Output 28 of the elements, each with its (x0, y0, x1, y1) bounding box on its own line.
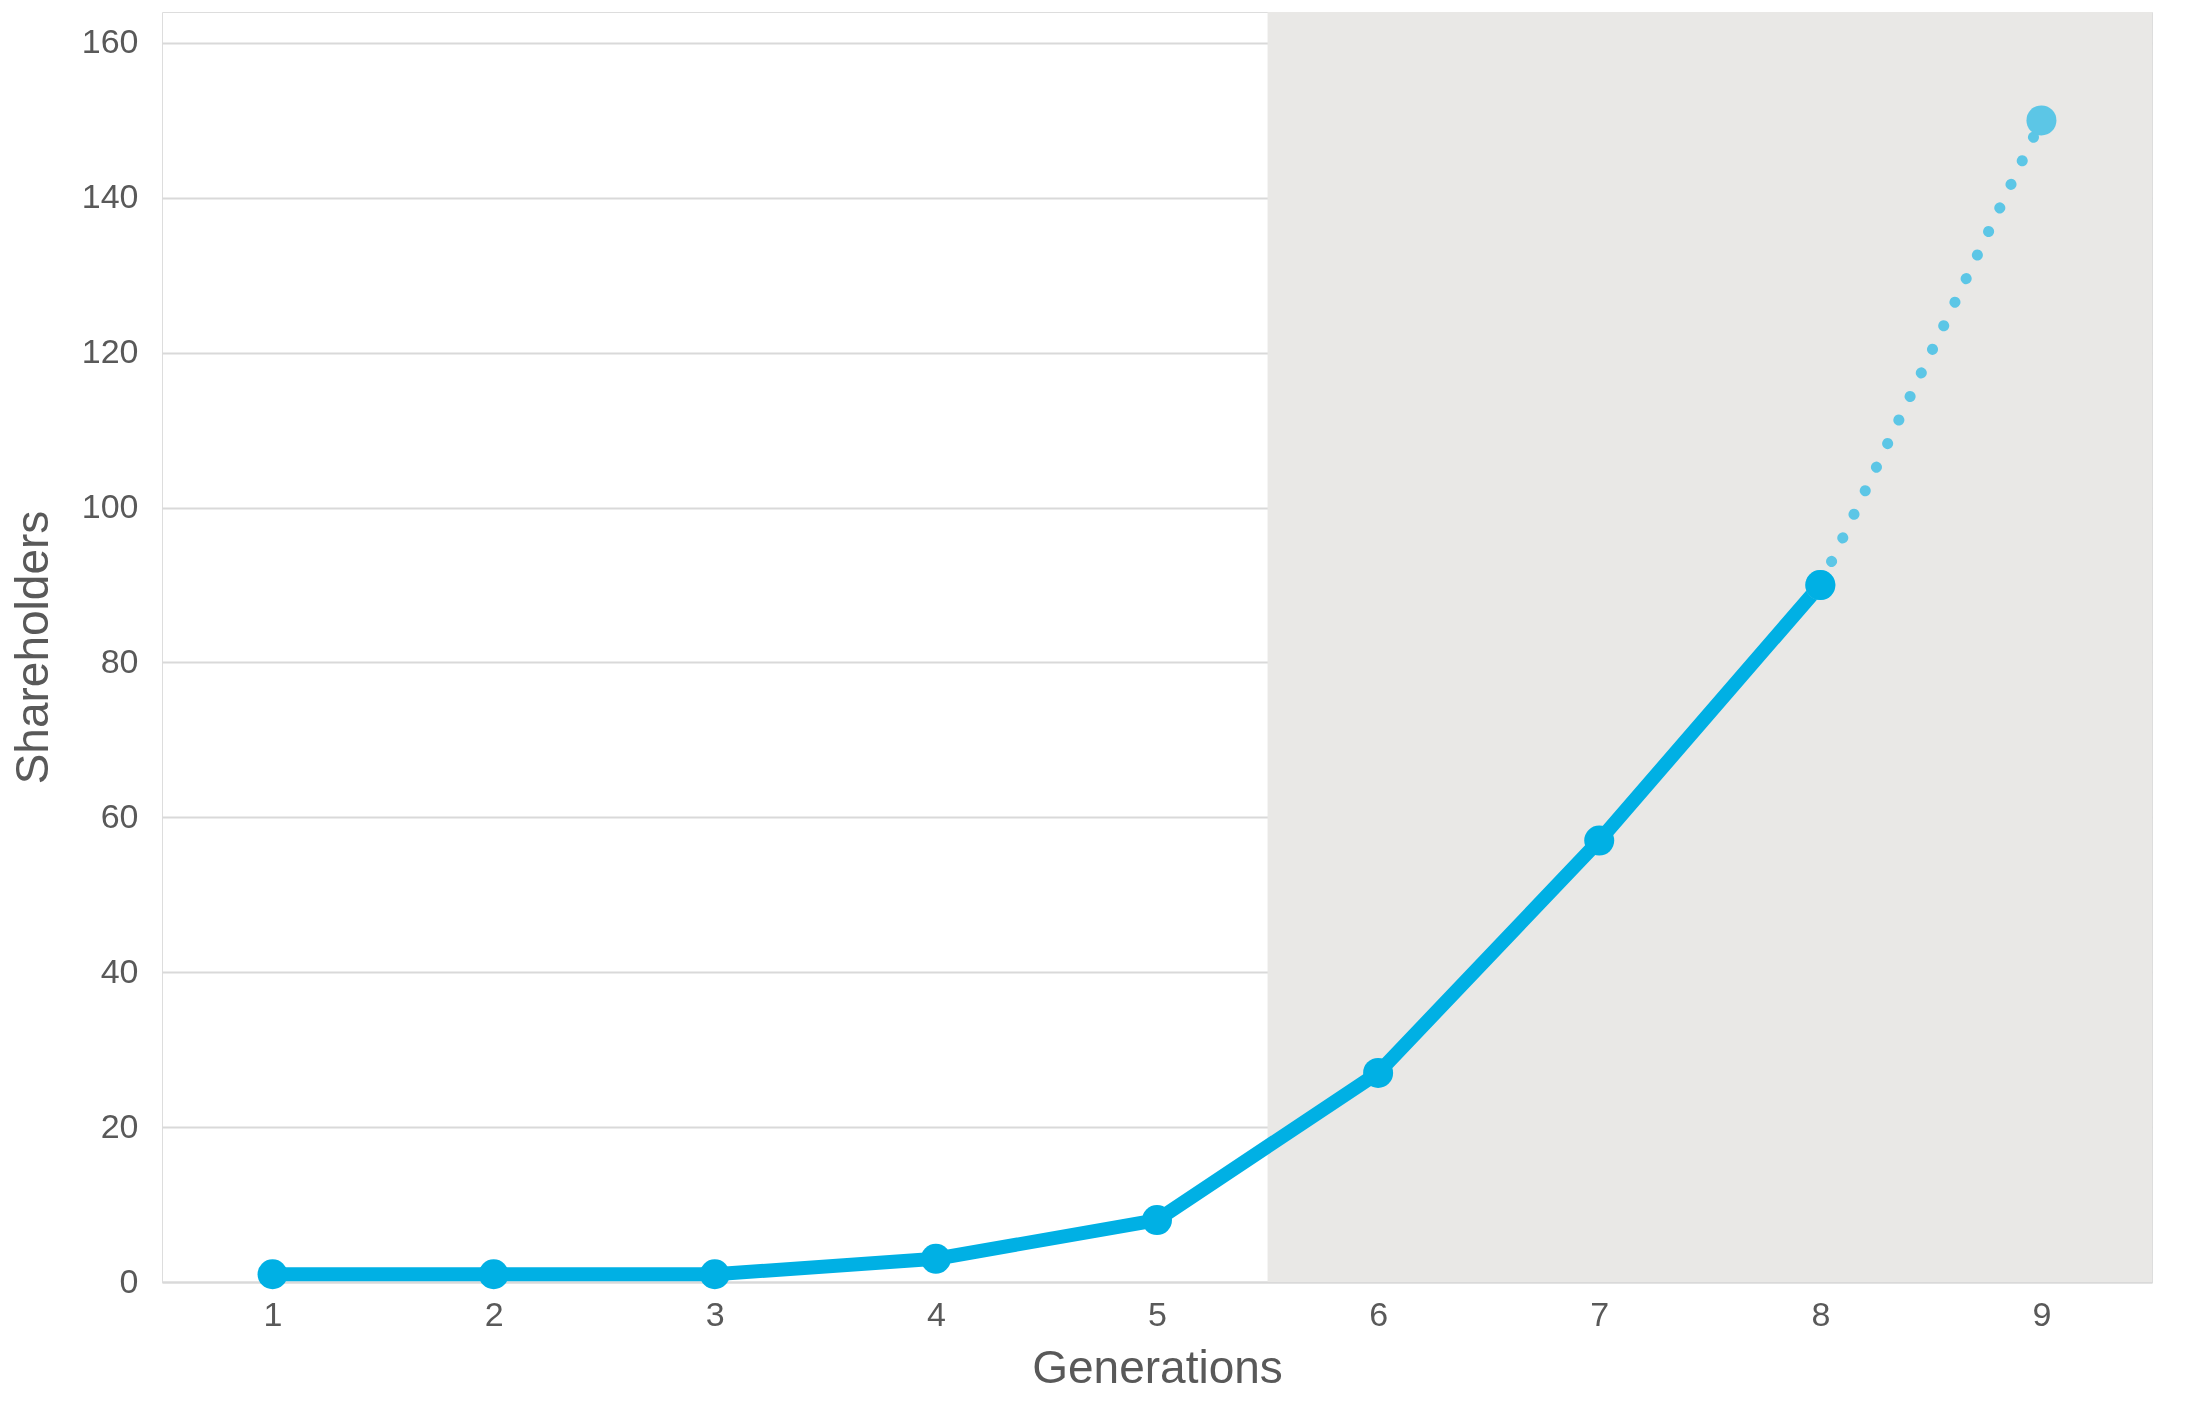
x-tick-label: 1 (263, 1294, 283, 1333)
x-tick-label: 6 (1369, 1294, 1389, 1333)
y-tick-label: 20 (100, 1106, 139, 1145)
point (1142, 1205, 1172, 1236)
point (257, 1259, 288, 1290)
y-tick-label: 100 (81, 487, 139, 526)
point (920, 1243, 951, 1274)
x-tick-label: 8 (1811, 1294, 1831, 1333)
y-tick-label: 60 (100, 796, 139, 835)
x-tick-label: 9 (2032, 1294, 2052, 1333)
x-tick-label: 4 (926, 1294, 946, 1333)
x-tick-label: 7 (1590, 1294, 1610, 1333)
y-tick-label: 140 (81, 177, 139, 216)
y-tick-label: 40 (100, 951, 139, 990)
point (1584, 825, 1615, 856)
point (2026, 105, 2057, 136)
x-tick-label: 5 (1148, 1294, 1167, 1333)
x-tick-label: 3 (705, 1294, 725, 1333)
point (699, 1259, 730, 1290)
x-axis-title: Generations (1032, 1340, 1283, 1393)
y-tick-label: 80 (100, 641, 139, 680)
y-tick-label: 160 (81, 22, 139, 61)
point (1363, 1057, 1394, 1088)
y-tick-label: 120 (81, 332, 139, 371)
point (478, 1259, 509, 1290)
y-axis-title: Shareholders (5, 510, 58, 785)
x-tick-label: 2 (484, 1294, 504, 1333)
y-tick-label: 0 (119, 1261, 139, 1300)
